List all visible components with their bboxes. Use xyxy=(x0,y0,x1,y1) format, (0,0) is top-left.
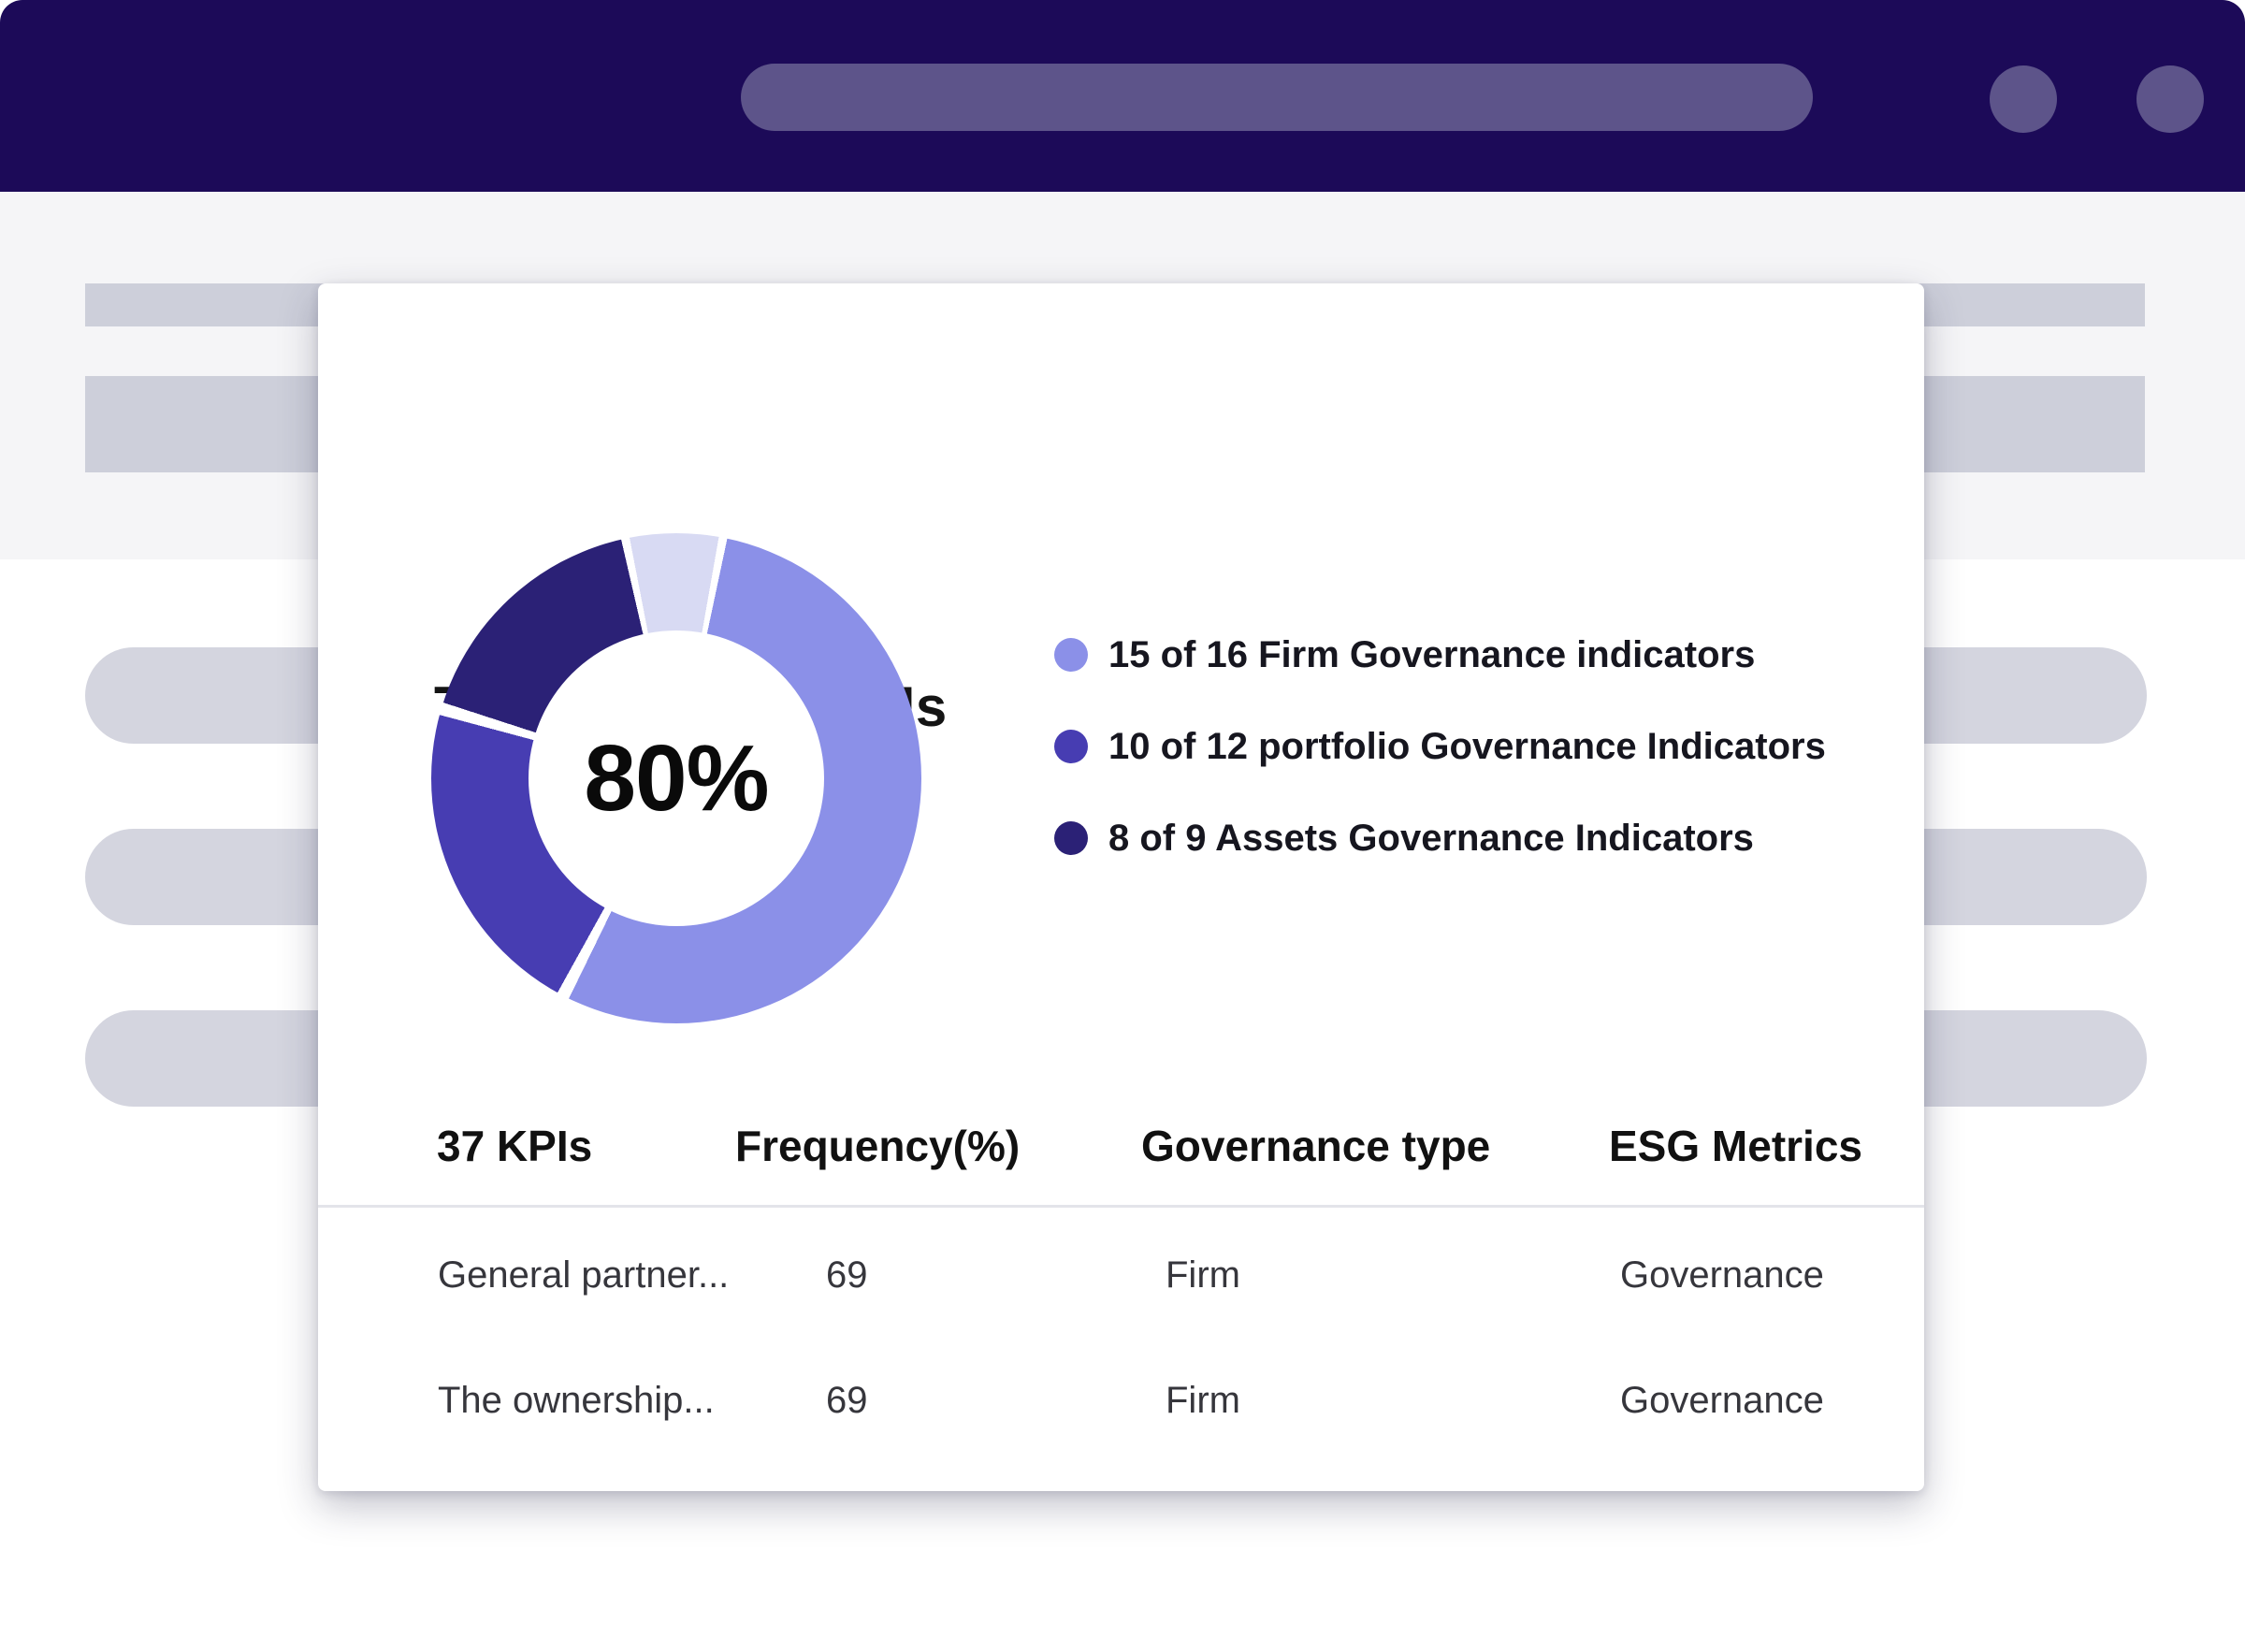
table-cell-governance-type: Firm xyxy=(1166,1254,1240,1296)
transparency-kpis-card: Transparency KPIs 80% 15 of 16 Firm Gove… xyxy=(318,283,1924,1491)
donut-hole: 80% xyxy=(529,630,824,926)
address-bar[interactable] xyxy=(741,64,1813,131)
table-header-frequency: Frequency(%) xyxy=(735,1122,1021,1170)
table-divider xyxy=(318,1205,1924,1208)
legend-label: 15 of 16 Firm Governance indicators xyxy=(1108,633,1756,675)
legend-item: 10 of 12 portfolio Governance Indicators xyxy=(1054,724,1826,769)
window-control-icon[interactable] xyxy=(1990,65,2057,133)
donut-center-value: 80% xyxy=(584,725,769,831)
table-cell-esg-metric: Governance xyxy=(1620,1380,1824,1421)
donut-chart: 80% xyxy=(431,533,921,1023)
legend-label: 8 of 9 Assets Governance Indicators xyxy=(1108,817,1754,859)
browser-titlebar xyxy=(0,0,2245,192)
legend-item: 8 of 9 Assets Governance Indicators xyxy=(1054,816,1826,861)
table-header-governance-type: Governance type xyxy=(1141,1122,1491,1170)
table-cell-frequency: 69 xyxy=(826,1380,868,1421)
table-cell-kpi: The ownership... xyxy=(438,1380,715,1421)
legend-dot-icon xyxy=(1054,821,1088,855)
legend-label: 10 of 12 portfolio Governance Indicators xyxy=(1108,725,1826,767)
table-cell-kpi: General partner... xyxy=(438,1254,730,1296)
legend-dot-icon xyxy=(1054,638,1088,672)
chart-legend: 15 of 16 Firm Governance indicators 10 o… xyxy=(1054,632,1826,907)
table-cell-frequency: 69 xyxy=(826,1254,868,1296)
table-cell-governance-type: Firm xyxy=(1166,1380,1240,1421)
table-header-esg-metrics: ESG Metrics xyxy=(1609,1122,1862,1170)
legend-dot-icon xyxy=(1054,730,1088,763)
legend-item: 15 of 16 Firm Governance indicators xyxy=(1054,632,1826,677)
window-control-icon[interactable] xyxy=(2136,65,2204,133)
table-cell-esg-metric: Governance xyxy=(1620,1254,1824,1296)
table-header-kpis: 37 KPIs xyxy=(437,1122,593,1170)
